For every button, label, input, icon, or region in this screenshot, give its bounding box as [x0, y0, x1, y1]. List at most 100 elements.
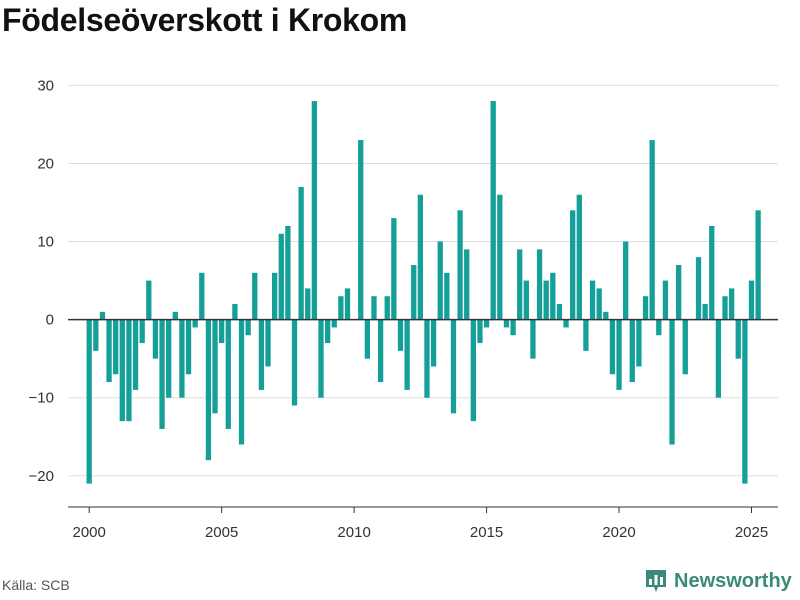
bar [265, 319, 271, 367]
y-tick-label: −10 [29, 390, 54, 407]
bar [656, 319, 662, 336]
bar [126, 319, 132, 422]
bar [543, 280, 549, 320]
bar [411, 264, 417, 320]
bar [556, 304, 563, 320]
bar [397, 319, 404, 351]
bar [464, 249, 470, 320]
bar [252, 272, 258, 320]
bar [271, 272, 278, 320]
bar [576, 194, 582, 320]
bar [199, 272, 205, 320]
bar [278, 233, 284, 320]
newsworthy-logo-icon [646, 570, 666, 592]
y-tick-label: −20 [29, 468, 54, 485]
bar [609, 319, 616, 375]
bar [517, 249, 523, 320]
bar [437, 241, 443, 320]
bar [662, 280, 669, 320]
bar [728, 288, 735, 320]
bar [483, 319, 490, 328]
bar [311, 101, 318, 320]
bar [86, 319, 92, 484]
bar [132, 319, 139, 390]
bar [318, 319, 324, 398]
bar [219, 319, 225, 344]
brand-logo[interactable]: Newsworthy [644, 568, 792, 594]
axes [68, 318, 778, 508]
bar [139, 319, 145, 344]
bar [676, 264, 682, 320]
bar [344, 288, 351, 320]
bar [470, 319, 476, 422]
x-tick-label: 2025 [735, 524, 768, 541]
bar [371, 296, 377, 320]
bar [530, 319, 536, 359]
bar [285, 225, 291, 320]
bar [298, 186, 304, 320]
bar [152, 319, 159, 359]
bar [146, 280, 152, 320]
bar [212, 319, 218, 414]
bar [391, 218, 397, 320]
bar [735, 319, 741, 359]
bar [636, 319, 642, 367]
bar [629, 319, 635, 383]
bar [616, 319, 622, 390]
bar [205, 319, 212, 461]
bar [424, 319, 430, 398]
bar [192, 319, 198, 328]
bar [185, 319, 192, 375]
bar [596, 288, 602, 320]
bar [93, 319, 99, 351]
bar [377, 319, 384, 383]
bar [583, 319, 589, 351]
bar [444, 272, 450, 320]
bar [258, 319, 265, 390]
bar [755, 210, 761, 320]
bar [748, 280, 755, 320]
bar [179, 319, 185, 398]
bar [305, 288, 311, 320]
x-tick-label: 2000 [73, 524, 106, 541]
chart-title: Födelseöverskott i Krokom [2, 2, 408, 38]
bar [450, 319, 457, 414]
bar [291, 319, 298, 406]
bar [338, 296, 344, 320]
bar [695, 257, 702, 320]
bar [722, 296, 728, 320]
bar [715, 319, 722, 398]
bar [232, 304, 238, 320]
bar [510, 319, 516, 336]
bar [457, 210, 463, 320]
x-axis-ticks: 2000 2005 2010 2015 2020 2025 [73, 507, 768, 541]
bar [119, 319, 125, 422]
bar [113, 319, 119, 375]
bar [570, 210, 576, 320]
bar [417, 194, 423, 320]
bar [669, 319, 675, 445]
bar [490, 101, 496, 320]
bar [623, 241, 629, 320]
bar [364, 319, 371, 359]
bar [649, 140, 655, 320]
y-tick-label: 10 [37, 234, 54, 251]
brand-name: Newsworthy [674, 569, 792, 592]
bar [99, 311, 106, 320]
bar [166, 319, 172, 398]
x-tick-label: 2010 [337, 524, 370, 541]
bar [742, 319, 748, 484]
bar [589, 280, 596, 320]
y-tick-label: 0 [46, 312, 54, 329]
bar [536, 249, 543, 320]
bar [603, 311, 609, 320]
bars [86, 101, 761, 484]
x-tick-label: 2005 [205, 524, 238, 541]
source-note: Källa: SCB [2, 577, 70, 593]
bar [225, 319, 231, 429]
bar [384, 296, 390, 320]
bar [523, 280, 529, 320]
y-axis-ticks: 30 20 10 0 −10 −20 [29, 77, 54, 484]
bar [358, 140, 364, 320]
